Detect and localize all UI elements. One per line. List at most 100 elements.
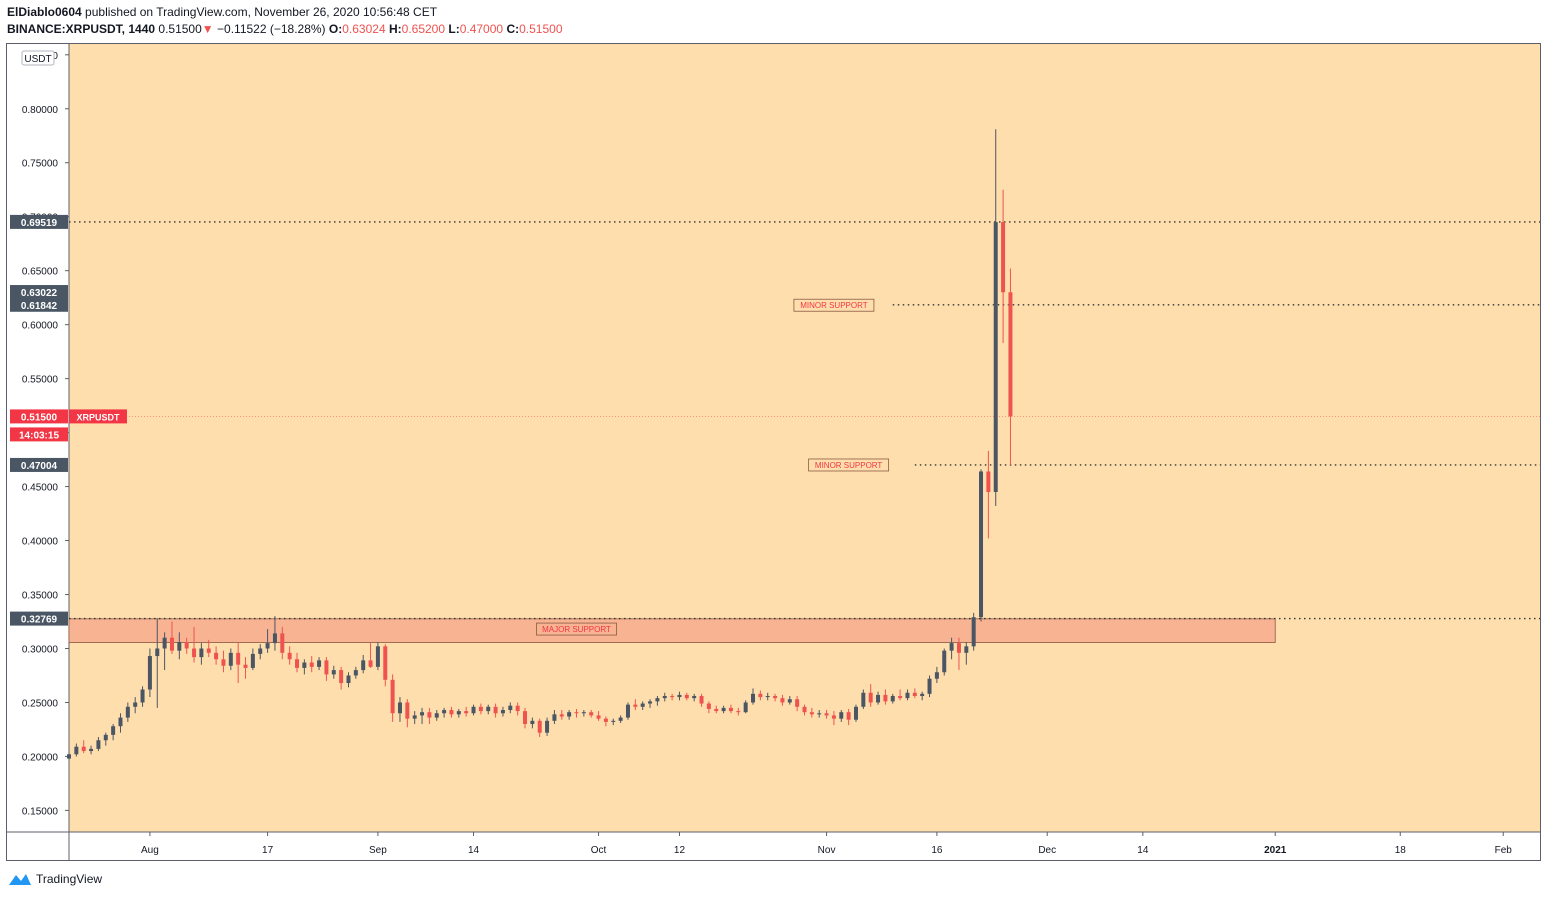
- candle-body: [361, 660, 366, 671]
- candle-body: [802, 706, 807, 713]
- level-price-label: 0.32769: [21, 615, 58, 626]
- author-name[interactable]: ElDiablo0604: [7, 5, 82, 19]
- candle-body: [449, 710, 454, 715]
- candle-body: [662, 695, 667, 699]
- tradingview-logo-icon[interactable]: [8, 872, 32, 886]
- candle-body: [736, 711, 741, 713]
- x-tick-label: Dec: [1038, 845, 1056, 856]
- candle-countdown: 14:03:15: [19, 430, 59, 441]
- candle-body: [780, 698, 785, 703]
- y-tick-label: 0.40000: [22, 537, 59, 548]
- candle-body: [868, 692, 873, 703]
- candle-body: [633, 704, 638, 707]
- candle-body: [956, 643, 961, 653]
- candle-body: [199, 648, 204, 658]
- candle-body: [206, 648, 211, 653]
- candle-body: [618, 717, 623, 721]
- candle-body: [420, 712, 425, 716]
- countdown-badge: [10, 427, 68, 442]
- candle-body: [118, 717, 123, 727]
- candle-body: [125, 706, 130, 718]
- candle-body: [272, 633, 277, 644]
- candle-body: [934, 672, 939, 679]
- tradingview-brand[interactable]: TradingView: [36, 872, 103, 886]
- candle-body: [677, 694, 682, 698]
- candle-body: [339, 670, 344, 684]
- y-unit-label: USDT: [24, 54, 51, 65]
- level-price-label: 0.69519: [21, 218, 58, 229]
- candle-body: [986, 471, 991, 492]
- symbol-tag-badge: [69, 409, 127, 424]
- x-tick-label: 14: [468, 845, 480, 856]
- candle-body: [640, 703, 645, 707]
- candle-body: [1008, 292, 1013, 417]
- candle-body: [317, 660, 322, 667]
- x-tick-label: 12: [674, 845, 686, 856]
- candle-body: [728, 707, 733, 712]
- candle-body: [611, 720, 616, 722]
- candle-body: [927, 678, 932, 694]
- low-value: 0.47000: [459, 22, 504, 36]
- candle-body: [493, 706, 498, 714]
- publish-header: ElDiablo0604 published on TradingView.co…: [7, 5, 437, 19]
- candle-body: [670, 695, 675, 698]
- candle-body: [434, 713, 439, 718]
- down-arrow-icon: ▼: [201, 22, 214, 36]
- candle-body: [817, 713, 822, 715]
- high-label: H:: [388, 22, 402, 36]
- candle-body: [824, 713, 829, 716]
- candle-body: [331, 670, 336, 675]
- current-price-label-badge: [10, 409, 68, 424]
- x-tick-label: Sep: [369, 845, 387, 856]
- candle-body: [655, 698, 660, 702]
- candle-body: [169, 637, 174, 651]
- y-tick-label: 0.65000: [22, 267, 59, 278]
- candle-body: [111, 726, 116, 735]
- candle-body: [412, 715, 417, 719]
- last-price: 0.51500: [158, 22, 202, 36]
- y-unit-badge: [21, 50, 55, 66]
- y-tick-label: 0.15000: [22, 806, 59, 817]
- candle-body: [993, 222, 998, 306]
- candle-body: [765, 695, 770, 698]
- candle-body: [567, 712, 572, 717]
- close-value: 0.51500: [519, 22, 563, 36]
- candle-body: [530, 720, 535, 725]
- x-tick-label: Aug: [141, 845, 159, 856]
- candle-body: [839, 712, 844, 719]
- footer: TradingView: [8, 872, 102, 886]
- candle-body: [552, 714, 557, 721]
- candle-body: [265, 643, 270, 649]
- open-label: O:: [328, 22, 343, 36]
- candle-body: [390, 679, 395, 714]
- y-tick-label: 0.30000: [22, 644, 59, 655]
- candle-body: [500, 710, 505, 714]
- candle-body: [876, 694, 881, 703]
- symbol-tag: XRPUSDT: [76, 412, 120, 422]
- candle-body: [236, 652, 241, 665]
- y-tick-label: 0.60000: [22, 321, 59, 332]
- y-tick-label: 0.45000: [22, 483, 59, 494]
- candle-body: [280, 633, 285, 653]
- candle-body: [949, 643, 954, 651]
- candle-body: [890, 695, 895, 702]
- candle-body: [603, 718, 608, 722]
- x-tick-label: Nov: [818, 845, 836, 856]
- candle-body: [192, 648, 197, 658]
- candle-body: [920, 693, 925, 696]
- candle-body: [295, 659, 300, 668]
- open-price-label: 0.63022: [21, 288, 58, 299]
- candle-body: [853, 706, 858, 720]
- candle-body: [309, 662, 314, 667]
- candle-body: [81, 746, 86, 752]
- symbol-name: BINANCE:XRPUSDT, 1440: [7, 22, 156, 36]
- candle-body: [1001, 222, 1006, 293]
- close-label: C:: [506, 22, 520, 36]
- price-change: −0.11522 (−18.28%): [217, 22, 326, 36]
- candle-body: [589, 712, 594, 716]
- candle-body: [324, 660, 329, 675]
- x-tick-label: 2021: [1264, 845, 1287, 856]
- candle-body: [979, 471, 984, 618]
- x-tick-label: Feb: [1495, 845, 1513, 856]
